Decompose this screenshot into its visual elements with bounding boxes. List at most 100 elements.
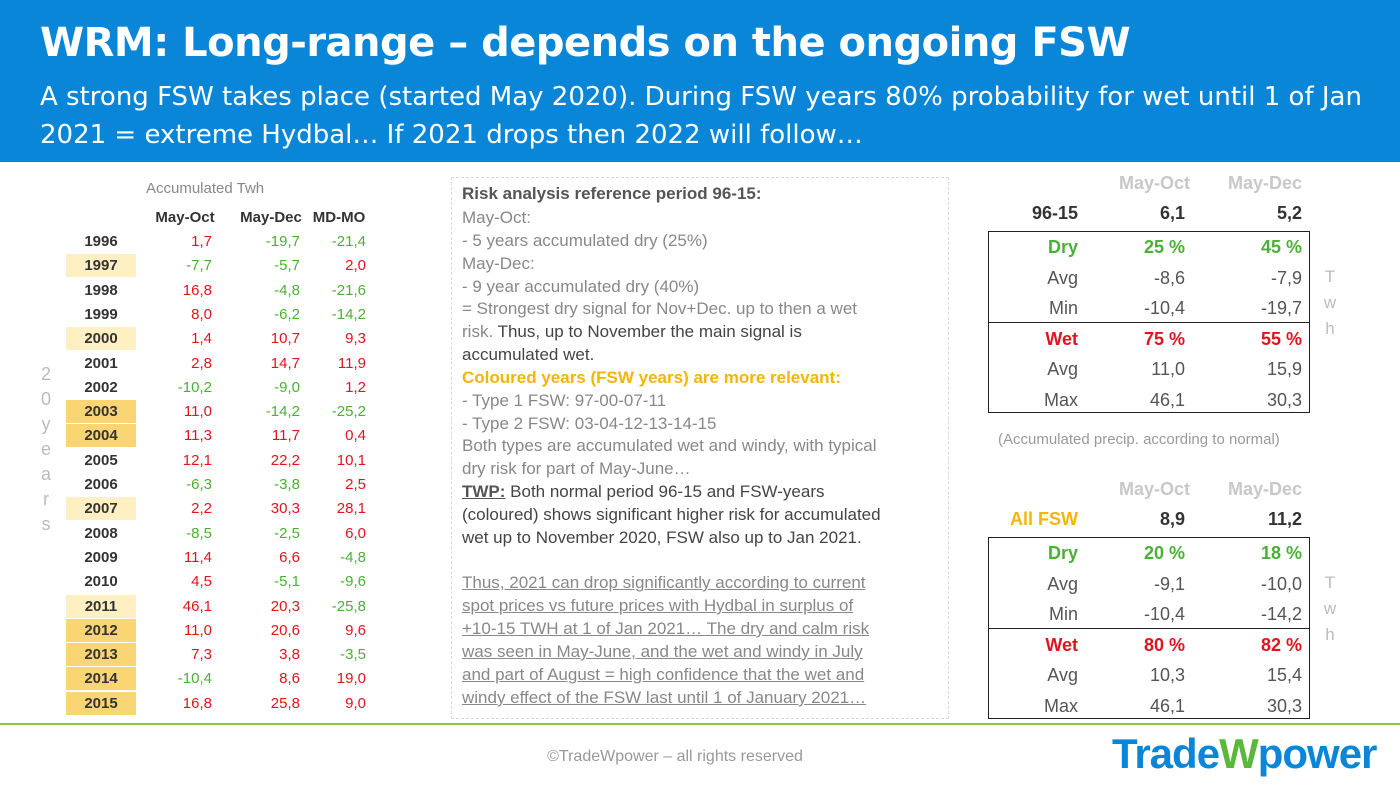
analysis-line: Thus, 2021 can drop significantly accord… [462,573,866,592]
dry-value: 20 % [1143,543,1185,563]
reference-value: 6,1 [1159,203,1185,223]
reference-value: 5,2 [1276,203,1302,223]
col-header: May-Dec [1227,479,1302,499]
logo-w: W [1219,730,1259,777]
value-cell: -3,8 [274,476,300,493]
wet_max-value: 30,3 [1266,389,1302,410]
value-cell: -25,8 [331,597,366,615]
wet_avg-label: Avg [1047,359,1078,379]
value-cell: 9,0 [345,694,366,712]
dry_min-value: -19,7 [1260,298,1302,318]
analysis-line: +10-15 TWH at 1 of Jan 2021… The dry and… [462,619,870,638]
analysis-line: was seen in May-June, and the wet and wi… [462,642,863,661]
table-row: 2012 11,0 20,6 9,6 [66,618,372,642]
reference-value: 8,9 [1159,509,1185,529]
dry-label: Dry [1047,543,1078,563]
wet_avg-value: 11,0 [1151,359,1185,379]
year-cell: 2006 [84,476,118,493]
value-cell: -4,8 [274,281,300,299]
value-cell: -8,5 [186,524,212,542]
analysis-line: spot prices vs future prices with Hydbal… [462,596,854,615]
side-label-char: y [41,414,51,434]
logo-text: Trade [1112,730,1220,777]
value-cell: 16,8 [182,694,212,712]
unit-char: T [1324,267,1336,286]
dry_min-value: -14,2 [1260,604,1302,624]
value-cell: 11,4 [183,548,212,566]
logo-text: power [1257,730,1378,777]
tradewpower-logo: TradeWpower [1112,730,1382,780]
reference-value: 11,2 [1267,509,1302,529]
table-row: 2015 16,8 25,8 9,0 [66,691,372,715]
value-cell: 11,3 [183,427,212,445]
table-row: 2005 12,1 22,2 10,1 [66,449,372,472]
table-row: 2009 11,4 6,6 -4,8 [66,546,372,569]
col-header: May-Oct [1118,173,1190,193]
table-row: 2006 -6,3 -3,8 2,5 [66,473,372,496]
analysis-fsw-heading: Coloured years (FSW years) are more rele… [462,368,841,387]
year-cell: 2004 [66,424,136,448]
value-cell: 6,0 [345,524,366,542]
wet-value: 80 % [1143,634,1185,655]
value-cell: -25,2 [331,403,366,421]
dry-value: 25 % [1143,237,1185,257]
table-row: 2003 11,0 -14,2 -25,2 [66,400,372,424]
analysis-text: Thus, up to November the main signal is [497,322,802,341]
dry_min-label: Min [1048,604,1078,624]
year-cell: 2002 [84,378,118,396]
table-caption: Accumulated Twh [146,180,265,197]
col-header-may-dec: May-Dec [240,209,302,226]
value-cell: 2,0 [345,257,366,275]
value-cell: 11,0 [183,621,212,639]
unit-char: w [1323,599,1337,618]
value-cell: 10,7 [270,330,300,348]
table-row: 2000 1,4 10,7 9,3 [66,327,372,351]
analysis-box [451,177,949,719]
dry_min-label: Min [1048,298,1078,318]
value-cell: -7,7 [186,257,212,275]
value-cell: 30,3 [270,500,300,518]
analysis-line: May-Dec: [462,254,535,273]
value-cell: 46,1 [182,597,212,615]
value-cell: 10,1 [336,451,366,469]
value-cell: -21,4 [331,233,366,250]
table-separator [988,322,1309,323]
value-cell: 2,5 [345,476,366,493]
table-row: 1998 16,8 -4,8 -21,6 [66,279,372,302]
year-cell: 2007 [66,497,136,521]
dry_avg-value: -7,9 [1270,267,1302,288]
value-cell: 7,3 [191,646,212,664]
col-header-md-mo: MD-MO [312,209,366,226]
dry_avg-label: Avg [1047,267,1078,288]
table-row: 1996 1,7 -19,7 -21,4 [66,230,372,253]
year-cell: 2013 [66,643,136,667]
analysis-line: TWP: Both normal period 96-15 and FSW-ye… [462,480,825,503]
value-cell: 28,1 [336,500,366,518]
year-cell: 2009 [84,548,118,566]
wet_max-value: 46,1 [1149,695,1185,716]
wet_avg-value: 15,4 [1266,665,1302,685]
year-cell: 2001 [84,354,118,372]
analysis-text: Both normal period 96-15 and FSW-years [505,482,825,501]
value-cell: 1,4 [191,330,212,348]
dry-value: 45 % [1260,237,1302,257]
wet_avg-label: Avg [1047,665,1078,685]
year-cell: 2000 [66,327,136,351]
value-cell: 1,7 [191,233,212,250]
wet-value: 55 % [1260,328,1302,349]
wet-label: Wet [1045,328,1078,349]
dry_avg-value: -8,6 [1153,267,1185,288]
table-row: 2011 46,1 20,3 -25,8 [66,594,372,618]
year-cell: 2005 [84,451,118,469]
value-cell: -14,2 [265,403,300,421]
value-cell: 8,6 [279,670,300,688]
table-row: 2008 -8,5 -2,5 6,0 [66,522,372,545]
value-cell: -10,2 [177,378,212,396]
analysis-line: and part of August = high confidence tha… [462,665,865,684]
unit-char: h [1325,319,1335,338]
table-row: 2013 7,3 3,8 -3,5 [66,643,372,667]
value-cell: 9,3 [345,330,366,348]
precip-note: (Accumulated precip. according to normal… [998,431,1280,448]
table-row: 2002 -10,2 -9,0 1,2 [66,376,372,399]
